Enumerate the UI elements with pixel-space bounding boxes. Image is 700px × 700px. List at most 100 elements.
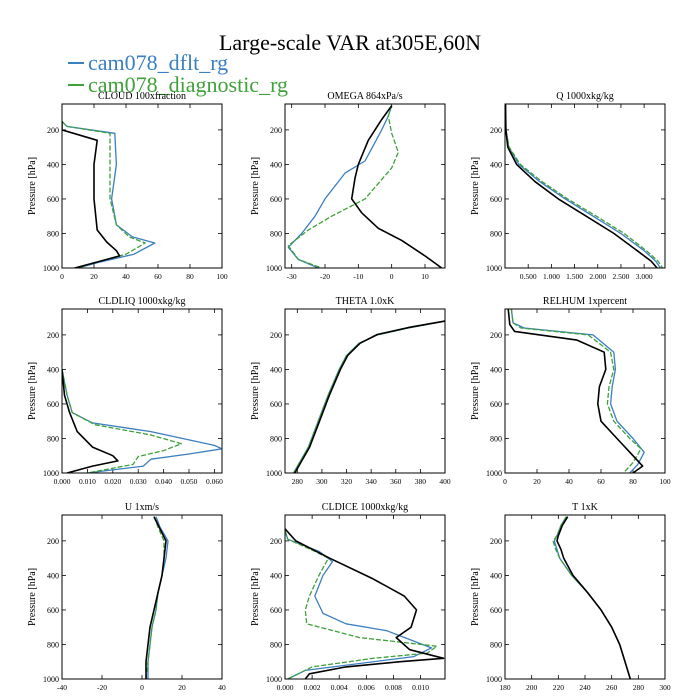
x-tick-label: 0.004: [331, 683, 348, 692]
y-tick-label: 1000: [43, 675, 59, 684]
y-tick-label: 400: [47, 365, 59, 374]
x-tick-label: 320: [341, 477, 353, 486]
plot-frame: [284, 514, 446, 680]
plot-frame: [284, 308, 446, 474]
y-tick-label: 200: [490, 126, 502, 135]
series-line-2: [62, 121, 121, 268]
series-line-1: [505, 104, 664, 268]
y-tick-label: 600: [47, 606, 59, 615]
y-tick-label: 1000: [266, 675, 282, 684]
y-tick-label: 600: [270, 400, 282, 409]
y-tick-label: 600: [47, 195, 59, 204]
chart-title: Large-scale VAR at305E,60N: [218, 30, 482, 55]
legend-swatch-diagnostic: [68, 84, 84, 86]
y-tick-label: 1000: [486, 469, 502, 478]
y-axis-label: Pressure [hPa]: [27, 157, 38, 215]
x-tick-label: -20: [97, 683, 107, 692]
x-tick-label: 200: [526, 683, 538, 692]
panel-7: CLDICE 1000xkg/kg Pressure [hPa] 200 400 600…: [250, 502, 446, 692]
y-axis-label: Pressure [hPa]: [470, 157, 481, 215]
x-tick-label: 0: [140, 683, 144, 692]
y-axis-label: Pressure [hPa]: [250, 568, 261, 626]
y-tick-label: 200: [490, 331, 502, 340]
y-tick-label: 200: [47, 126, 59, 135]
series-line-2: [145, 516, 167, 679]
x-tick-label: 80: [629, 477, 637, 486]
plot-frame: [61, 103, 223, 269]
y-tick-label: 800: [270, 229, 282, 238]
y-axis-label: Pressure [hPa]: [470, 568, 481, 626]
x-tick-label: 60: [154, 272, 162, 281]
panel-title: Q 1000xkg/kg: [556, 91, 614, 102]
x-tick-label: 240: [579, 683, 591, 692]
x-tick-label: 180: [499, 683, 511, 692]
x-tick-label: 360: [390, 477, 402, 486]
y-tick-label: 200: [270, 126, 282, 135]
x-tick-label: 0.002: [304, 683, 321, 692]
y-tick-label: 600: [47, 400, 59, 409]
x-tick-label: 0.030: [130, 477, 147, 486]
panel-title: U 1xm/s: [125, 502, 159, 513]
x-tick-label: 0: [390, 272, 394, 281]
plot-frame: [504, 308, 666, 474]
x-tick-label: 380: [415, 477, 427, 486]
x-tick-label: 1.000: [543, 272, 560, 281]
y-tick-label: 600: [270, 195, 282, 204]
y-axis-label: Pressure [hPa]: [470, 362, 481, 420]
y-tick-label: 200: [47, 537, 59, 546]
series-line-0: [62, 369, 222, 473]
x-tick-label: 0.050: [181, 477, 198, 486]
x-tick-label: 0: [60, 272, 64, 281]
panel-4: THETA 1.0xK Pressure [hPa] 200 400 600 800 100…: [250, 296, 451, 486]
y-tick-label: 1000: [43, 469, 59, 478]
y-axis-label: Pressure [hPa]: [250, 157, 261, 215]
x-tick-label: 20: [533, 477, 541, 486]
y-tick-label: 800: [47, 229, 59, 238]
y-tick-label: 600: [490, 195, 502, 204]
x-tick-label: 2.500: [613, 272, 630, 281]
x-tick-label: 0.000: [277, 683, 294, 692]
series-line-0: [293, 320, 445, 473]
x-tick-label: 0.010: [412, 683, 429, 692]
y-tick-label: 1000: [486, 675, 502, 684]
y-tick-label: 1000: [486, 264, 502, 273]
x-tick-label: 0.040: [155, 477, 172, 486]
plot-frame: [284, 103, 446, 269]
series-line-1: [287, 105, 399, 268]
series-line-2: [285, 528, 445, 679]
y-tick-label: 400: [490, 571, 502, 580]
x-tick-label: 400: [439, 477, 451, 486]
x-tick-label: 0.010: [79, 477, 96, 486]
y-tick-label: 200: [270, 331, 282, 340]
y-tick-label: 600: [490, 606, 502, 615]
x-tick-label: 20: [178, 683, 186, 692]
x-tick-label: 40: [565, 477, 573, 486]
x-tick-label: -30: [287, 272, 297, 281]
y-tick-label: 800: [270, 640, 282, 649]
y-tick-label: 400: [490, 365, 502, 374]
plot-frame: [504, 514, 666, 680]
x-tick-label: 0.000: [54, 477, 71, 486]
x-tick-label: -20: [320, 272, 330, 281]
series-line-1: [145, 516, 165, 679]
series-line-0: [510, 309, 645, 473]
legend-label-diagnostic: cam078_diagnostic_rg: [88, 72, 288, 97]
x-tick-label: 40: [122, 272, 130, 281]
plot-frame: [504, 103, 666, 269]
x-tick-label: 10: [421, 272, 429, 281]
x-tick-label: 2.000: [589, 272, 606, 281]
y-tick-label: 800: [490, 640, 502, 649]
x-tick-label: 100: [659, 477, 671, 486]
y-axis-label: Pressure [hPa]: [250, 362, 261, 420]
panel-title: OMEGA 864xPa/s: [327, 91, 402, 102]
y-tick-label: 200: [270, 537, 282, 546]
series-line-0: [147, 516, 169, 679]
x-tick-label: -40: [57, 683, 67, 692]
panel-title: T 1xK: [572, 502, 598, 513]
x-tick-label: 0.020: [104, 477, 121, 486]
